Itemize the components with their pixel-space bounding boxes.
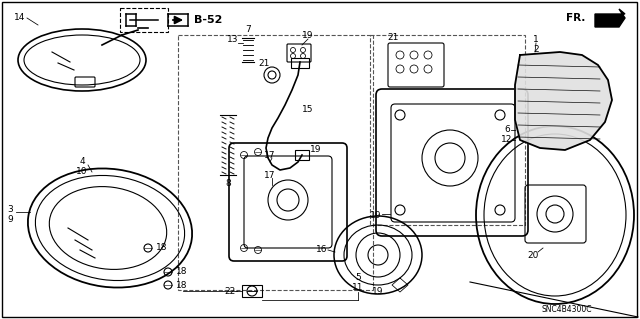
Text: 14: 14 <box>14 13 26 23</box>
Text: FR.: FR. <box>566 13 586 23</box>
Text: 19: 19 <box>372 287 384 296</box>
Text: 16: 16 <box>316 246 328 255</box>
Text: 17: 17 <box>264 151 276 160</box>
Text: 18: 18 <box>156 243 168 253</box>
Text: 21: 21 <box>387 33 399 41</box>
Text: 20: 20 <box>527 250 539 259</box>
Text: 19: 19 <box>302 32 314 41</box>
Text: 3: 3 <box>7 205 13 214</box>
Text: 13: 13 <box>227 35 239 44</box>
Text: 18: 18 <box>176 268 188 277</box>
Bar <box>178 35 373 290</box>
Bar <box>291 58 309 68</box>
Text: 9: 9 <box>7 216 13 225</box>
Text: 12: 12 <box>501 136 513 145</box>
Text: 21: 21 <box>259 58 269 68</box>
Text: 19: 19 <box>371 211 381 219</box>
Bar <box>370 35 525 225</box>
Text: 19: 19 <box>310 145 322 154</box>
Text: 7: 7 <box>245 26 251 34</box>
Text: 17: 17 <box>264 170 276 180</box>
Text: 11: 11 <box>352 284 364 293</box>
Bar <box>120 8 168 32</box>
Polygon shape <box>515 52 612 150</box>
Text: 15: 15 <box>302 106 314 115</box>
Text: 10: 10 <box>76 167 88 176</box>
Text: 1: 1 <box>533 35 539 44</box>
Text: SNC4B4300C: SNC4B4300C <box>541 306 592 315</box>
Polygon shape <box>595 9 625 27</box>
Text: 22-: 22- <box>225 286 239 295</box>
Text: 5: 5 <box>355 273 361 283</box>
Text: 4: 4 <box>79 158 85 167</box>
Text: 8: 8 <box>225 179 231 188</box>
Text: 18: 18 <box>176 280 188 290</box>
Text: 6: 6 <box>504 125 510 135</box>
Bar <box>242 285 262 297</box>
Bar <box>295 150 309 160</box>
Text: 2: 2 <box>533 46 539 55</box>
Text: B-52: B-52 <box>194 15 222 25</box>
